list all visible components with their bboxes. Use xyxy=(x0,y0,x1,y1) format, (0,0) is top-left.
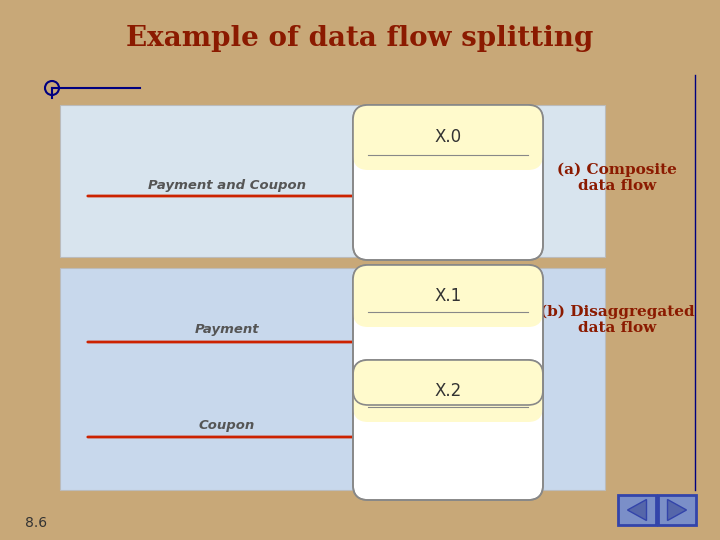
Text: Payment and Coupon: Payment and Coupon xyxy=(148,179,306,192)
Text: X.0: X.0 xyxy=(434,129,462,146)
FancyBboxPatch shape xyxy=(60,105,605,257)
Text: Payment: Payment xyxy=(194,323,259,336)
FancyBboxPatch shape xyxy=(353,105,543,260)
Text: (b) Disaggregated
data flow: (b) Disaggregated data flow xyxy=(540,305,694,335)
FancyBboxPatch shape xyxy=(353,265,543,327)
Text: X.2: X.2 xyxy=(434,382,462,400)
Text: (a) Composite
data flow: (a) Composite data flow xyxy=(557,163,677,193)
Polygon shape xyxy=(667,500,686,521)
FancyBboxPatch shape xyxy=(618,495,656,525)
FancyBboxPatch shape xyxy=(353,360,543,422)
Text: 8.6: 8.6 xyxy=(25,516,47,530)
Polygon shape xyxy=(628,500,647,521)
FancyBboxPatch shape xyxy=(353,360,543,500)
Text: Example of data flow splitting: Example of data flow splitting xyxy=(126,24,594,51)
FancyBboxPatch shape xyxy=(60,268,605,490)
Text: Coupon: Coupon xyxy=(199,418,255,431)
FancyBboxPatch shape xyxy=(353,265,543,405)
Text: X.1: X.1 xyxy=(434,287,462,305)
FancyBboxPatch shape xyxy=(353,105,543,170)
FancyBboxPatch shape xyxy=(658,495,696,525)
